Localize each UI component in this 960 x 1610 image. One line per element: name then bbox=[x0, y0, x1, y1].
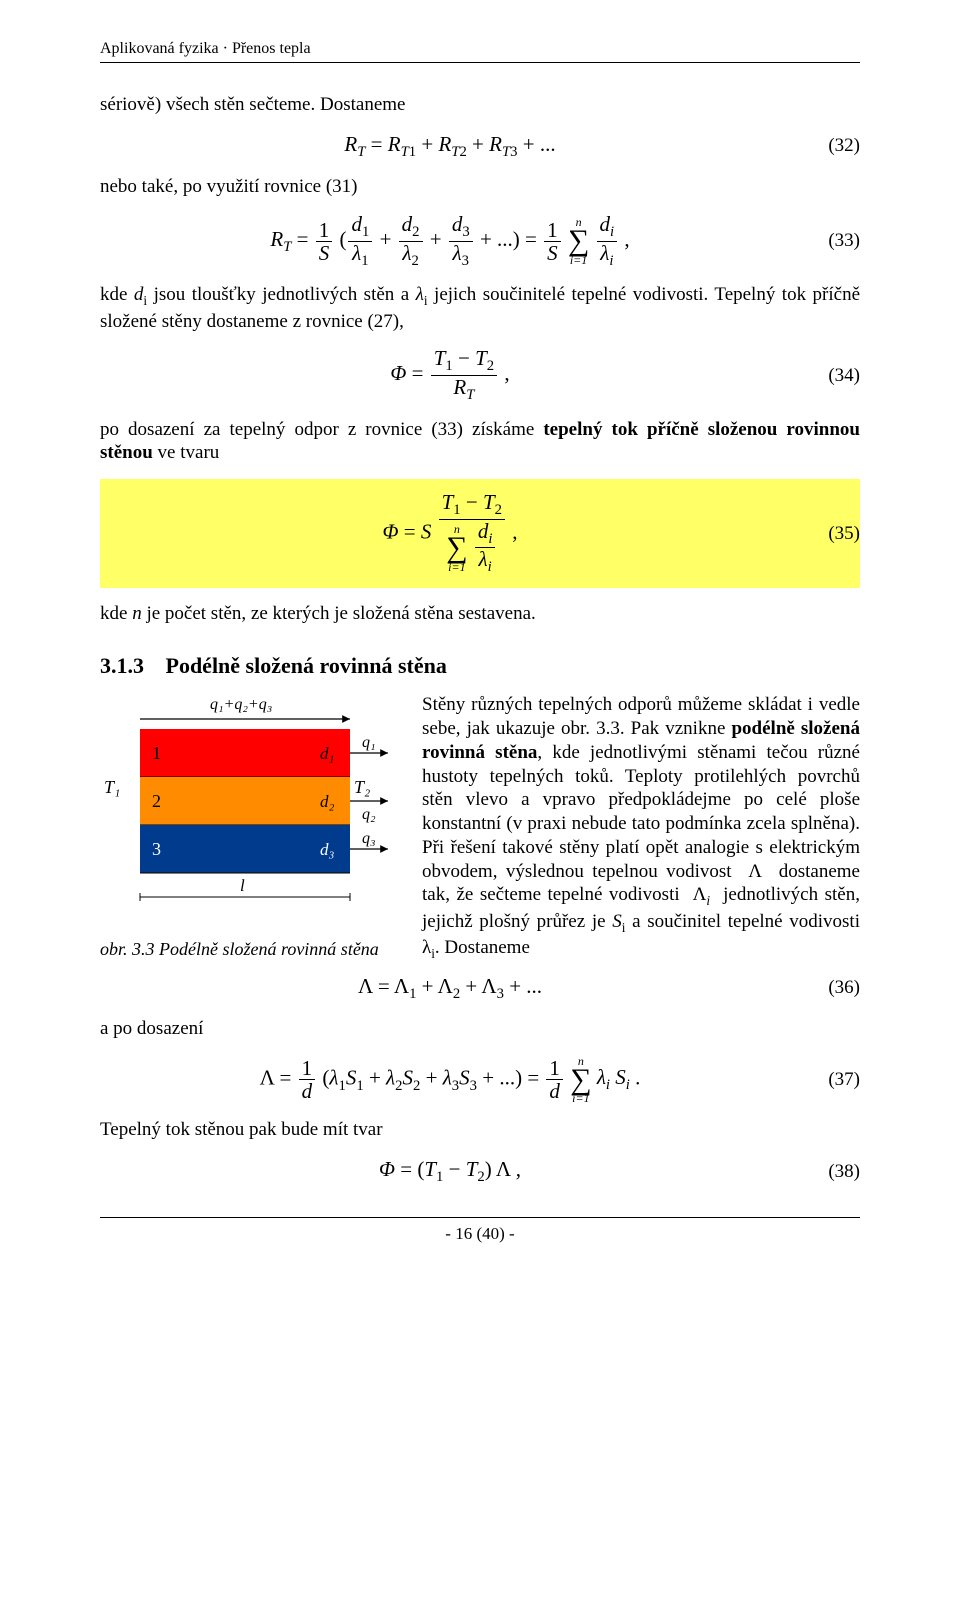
svg-text:2: 2 bbox=[152, 791, 161, 811]
equation-33: RT = 1S (d1λ1 + d2λ2 + d3λ3 + ...) = 1S … bbox=[100, 213, 860, 269]
page-number: - 16 (40) - bbox=[100, 1224, 860, 1244]
svg-text:q₁+q₂+q₃: q₁+q₂+q₃ bbox=[210, 696, 272, 713]
equation-34: Φ = T1 − T2RT , (34) bbox=[100, 347, 860, 403]
equation-37: Λ = 1d (λ1S1 + λ2S2 + λ3S3 + ...) = 1d n… bbox=[100, 1055, 860, 1105]
para-after-33: kde di jsou tloušťky jednotlivých stěn a… bbox=[100, 283, 860, 333]
equation-35: Φ = S T1 − T2 n∑i=1 diλi , (35) bbox=[100, 479, 860, 588]
figure-caption-3-3: obr. 3.3 Podélně složená rovinná stěna bbox=[100, 938, 400, 961]
section-heading-313: 3.1.3 Podélně složená rovinná stěna bbox=[100, 652, 860, 680]
para-after-34: po dosazení za tepelný odpor z rovnice (… bbox=[100, 418, 860, 466]
figure-3-3: q₁+q₂+q₃ 1 d₁ q₁ 2 d₂ q₂ 3 d₃ q₃ T₁ T₂ l bbox=[100, 693, 400, 923]
eq-num-32: (32) bbox=[800, 134, 860, 158]
top-rule bbox=[100, 62, 860, 63]
svg-text:d₂: d₂ bbox=[320, 792, 335, 811]
svg-text:l: l bbox=[240, 876, 245, 895]
eq-num-33: (33) bbox=[800, 229, 860, 253]
para-after-35: kde n je počet stěn, ze kterých je slože… bbox=[100, 602, 860, 626]
svg-text:d₁: d₁ bbox=[320, 744, 334, 763]
para-after-37: Tepelný tok stěnou pak bude mít tvar bbox=[100, 1118, 860, 1142]
eq-num-37: (37) bbox=[800, 1068, 860, 1092]
eq-num-34: (34) bbox=[800, 364, 860, 388]
bottom-rule bbox=[100, 1217, 860, 1218]
svg-text:q₃: q₃ bbox=[362, 830, 376, 847]
svg-text:T₂: T₂ bbox=[354, 777, 370, 797]
para-intro-a: sériově) všech stěn sečteme. Dostaneme bbox=[100, 93, 860, 117]
section-number: 3.1.3 bbox=[100, 652, 160, 680]
eq-num-36: (36) bbox=[800, 976, 860, 1000]
right-paragraph: Stěny různých tepelných odporů můžeme sk… bbox=[422, 693, 860, 962]
eq-num-35: (35) bbox=[800, 522, 860, 546]
running-header: Aplikovaná fyzika · Přenos tepla bbox=[100, 40, 860, 58]
svg-text:1: 1 bbox=[152, 743, 161, 763]
section-title: Podélně složená rovinná stěna bbox=[166, 653, 447, 678]
equation-38: Φ = (T1 − T2) Λ , (38) bbox=[100, 1156, 860, 1187]
equation-36: Λ = Λ1 + Λ2 + Λ3 + ... (36) bbox=[100, 973, 860, 1004]
equation-32: RT = RT1 + RT2 + RT3 + ... (32) bbox=[100, 131, 860, 162]
svg-text:T₁: T₁ bbox=[104, 777, 120, 797]
para-intro-b: nebo také, po využití rovnice (31) bbox=[100, 175, 860, 199]
svg-text:q₂: q₂ bbox=[362, 806, 376, 823]
svg-text:d₃: d₃ bbox=[320, 840, 335, 859]
para-after-36: a po dosazení bbox=[100, 1017, 860, 1041]
svg-text:q₁: q₁ bbox=[362, 734, 376, 751]
svg-text:3: 3 bbox=[152, 839, 161, 859]
eq-num-38: (38) bbox=[800, 1160, 860, 1184]
